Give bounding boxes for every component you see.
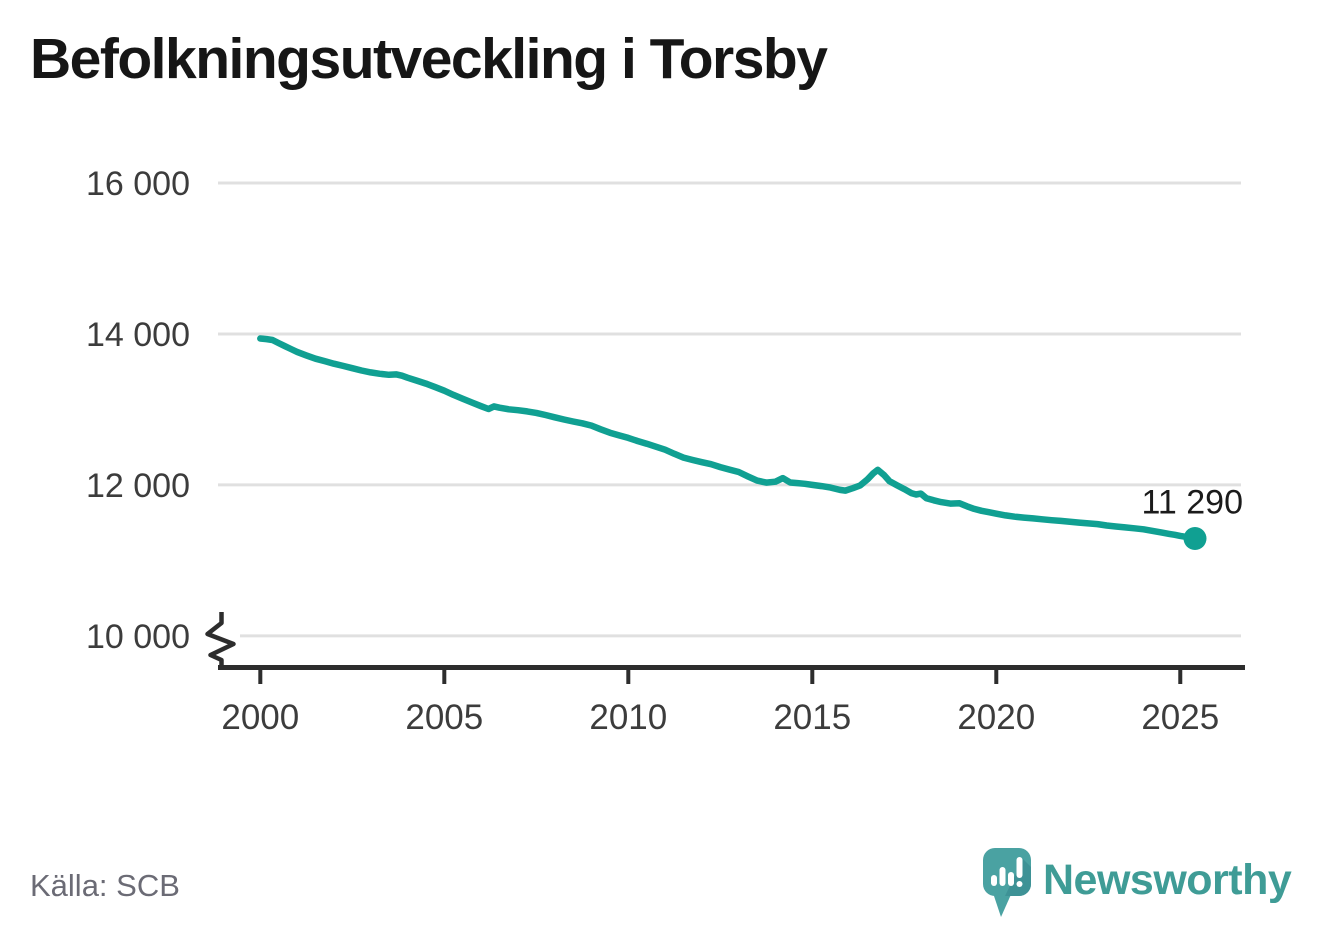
population-line <box>257 335 1199 542</box>
x-tick-label: 2005 <box>405 698 483 737</box>
x-tick-label: 2000 <box>221 698 299 737</box>
newsworthy-logo-icon <box>983 848 1031 917</box>
y-axis-break-marker <box>205 612 236 668</box>
chart-title: Befolkningsutveckling i Torsby <box>30 27 828 91</box>
x-tick-label: 2020 <box>957 698 1035 737</box>
speech-bubble-tail <box>992 890 1013 917</box>
end-value-label: 11 290 <box>1142 484 1243 522</box>
x-tick-label: 2015 <box>773 698 851 737</box>
newsworthy-logo-text: Newsworthy <box>1043 856 1292 904</box>
y-tick-label: 14 000 <box>86 316 190 354</box>
exclamation-bar <box>1016 857 1023 878</box>
speech-bubble <box>983 848 1031 917</box>
exclamation-dot <box>1016 881 1023 887</box>
x-tick-label: 2010 <box>589 698 667 737</box>
y-tick-label: 12 000 <box>86 467 190 505</box>
endpoint-dot <box>1183 527 1207 550</box>
y-tick-label: 10 000 <box>86 618 190 656</box>
source-note: Källa: SCB <box>30 868 180 903</box>
y-tick-label: 16 000 <box>86 165 190 203</box>
x-tick-label: 2025 <box>1141 698 1219 737</box>
bar-chart-glyph <box>991 857 1023 887</box>
